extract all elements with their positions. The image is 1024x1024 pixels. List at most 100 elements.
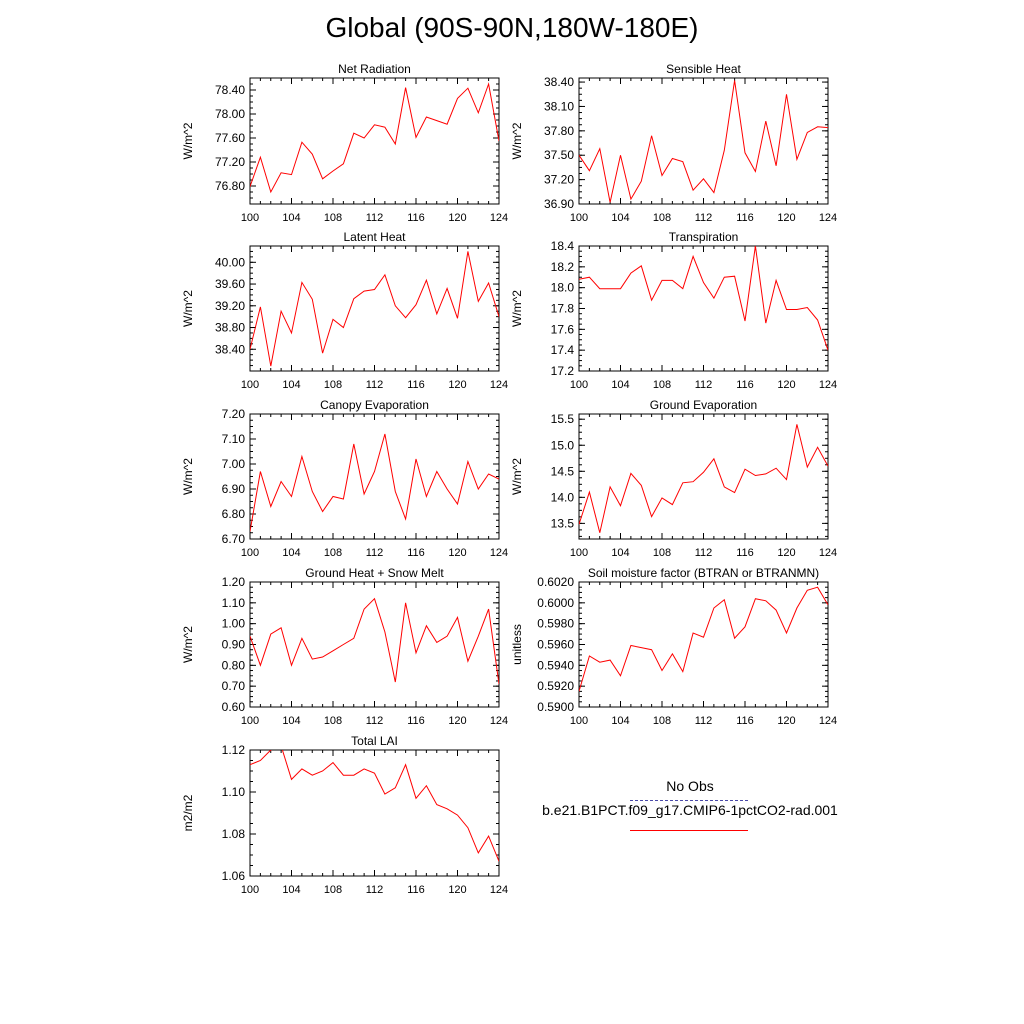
x-tick-label: 100: [241, 547, 259, 559]
series-line: [250, 750, 499, 862]
plot-frame: [578, 245, 829, 372]
x-tick-label: 116: [736, 212, 754, 224]
x-tick-label: 112: [695, 379, 713, 391]
plot-frame: [249, 245, 500, 372]
series-line: [250, 82, 499, 194]
plot-frame: [578, 581, 829, 708]
y-axis-label: W/m^2: [181, 122, 195, 159]
x-tick-label: 112: [695, 715, 713, 727]
x-tick-label: 124: [819, 547, 837, 559]
x-tick-label: 124: [819, 715, 837, 727]
page-title: Global (90S-90N,180W-180E): [325, 12, 699, 43]
y-tick-label: 15.5: [551, 412, 575, 426]
x-tick-label: 116: [407, 884, 425, 896]
x-tick-label: 108: [653, 379, 671, 391]
x-tick-label: 112: [366, 547, 384, 559]
panel-title: Canopy Evaporation: [320, 398, 429, 412]
y-tick-label: 37.80: [544, 124, 574, 138]
x-tick-label: 116: [736, 379, 754, 391]
y-tick-label: 1.08: [222, 827, 246, 841]
x-tick-label: 104: [282, 715, 300, 727]
x-tick-label: 104: [611, 715, 629, 727]
panel-1: Net Radiation W/m^2 100 104 108 112 116 120 124 7…: [181, 62, 508, 224]
panel-title: Ground Heat + Snow Melt: [305, 566, 444, 580]
x-tick-label: 108: [653, 715, 671, 727]
x-tick-label: 112: [695, 547, 713, 559]
y-axis-label: W/m^2: [510, 290, 524, 327]
x-tick-label: 100: [241, 715, 259, 727]
plot-frame: [249, 413, 500, 540]
y-tick-label: 17.4: [551, 343, 575, 357]
x-tick-label: 112: [695, 212, 713, 224]
series-line: [579, 80, 828, 203]
x-tick-label: 116: [407, 547, 425, 559]
y-tick-label: 6.90: [222, 482, 246, 496]
y-axis-label: W/m^2: [181, 458, 195, 495]
y-axis-label: m2/m2: [181, 794, 195, 831]
y-tick-label: 37.20: [544, 173, 574, 187]
y-tick-label: 18.4: [551, 239, 575, 253]
x-tick-label: 100: [570, 715, 588, 727]
legend-obs-label: No Obs: [666, 778, 714, 794]
y-tick-label: 17.8: [551, 302, 575, 316]
x-tick-label: 124: [490, 212, 508, 224]
panel-title: Soil moisture factor (BTRAN or BTRANMN): [588, 566, 819, 580]
x-tick-label: 104: [282, 212, 300, 224]
panel-title: Latent Heat: [343, 230, 406, 244]
legend-model-line: [630, 830, 748, 831]
y-tick-label: 6.70: [222, 532, 246, 546]
y-tick-label: 0.5900: [537, 700, 574, 714]
y-tick-label: 76.80: [215, 179, 245, 193]
y-tick-label: 17.6: [551, 322, 575, 336]
series-line: [250, 433, 499, 532]
panel-title: Transpiration: [669, 230, 739, 244]
x-tick-label: 104: [282, 884, 300, 896]
x-tick-label: 120: [777, 212, 795, 224]
y-tick-label: 0.60: [222, 700, 246, 714]
panel-6: Ground Evaporation W/m^2 100 104 108 112 116 12…: [510, 398, 837, 559]
x-tick-label: 112: [366, 379, 384, 391]
y-tick-label: 1.20: [222, 575, 246, 589]
panel-title: Ground Evaporation: [650, 398, 757, 412]
y-axis-label: W/m^2: [510, 458, 524, 495]
x-tick-label: 124: [490, 715, 508, 727]
x-tick-label: 124: [819, 212, 837, 224]
panel-8: Soil moisture factor (BTRAN or BTRANMN) u…: [510, 566, 837, 727]
y-tick-label: 0.5920: [537, 679, 574, 693]
y-tick-label: 39.60: [215, 277, 245, 291]
x-tick-label: 100: [570, 547, 588, 559]
plot-frame: [249, 77, 500, 205]
plot-frame: [578, 413, 829, 540]
y-axis-label: unitless: [510, 624, 524, 665]
y-tick-label: 7.10: [222, 432, 246, 446]
y-tick-label: 6.80: [222, 507, 246, 521]
x-tick-label: 108: [324, 212, 342, 224]
x-tick-label: 104: [611, 547, 629, 559]
x-tick-label: 108: [653, 547, 671, 559]
x-tick-label: 120: [448, 547, 466, 559]
x-tick-label: 120: [448, 884, 466, 896]
y-axis-label: W/m^2: [510, 122, 524, 159]
panel-7: Ground Heat + Snow Melt W/m^2 100 104 108 112…: [181, 566, 508, 727]
x-tick-label: 112: [366, 715, 384, 727]
y-tick-label: 39.20: [215, 299, 245, 313]
x-tick-label: 100: [570, 212, 588, 224]
x-tick-label: 104: [282, 379, 300, 391]
x-tick-label: 104: [611, 379, 629, 391]
y-tick-label: 0.80: [222, 658, 246, 672]
series-line: [579, 586, 828, 692]
x-tick-label: 100: [241, 212, 259, 224]
x-tick-label: 108: [653, 212, 671, 224]
x-tick-label: 100: [570, 379, 588, 391]
x-tick-label: 108: [324, 379, 342, 391]
y-tick-label: 0.70: [222, 679, 246, 693]
x-tick-label: 108: [324, 715, 342, 727]
y-tick-label: 1.06: [222, 869, 246, 883]
x-tick-label: 112: [366, 212, 384, 224]
legend: No Obs b.e21.B1PCT.f09_g17.CMIP6-1pctCO2…: [530, 778, 850, 831]
x-tick-label: 120: [777, 379, 795, 391]
y-tick-label: 77.60: [215, 131, 245, 145]
y-tick-label: 40.00: [215, 255, 245, 269]
x-tick-label: 116: [407, 379, 425, 391]
